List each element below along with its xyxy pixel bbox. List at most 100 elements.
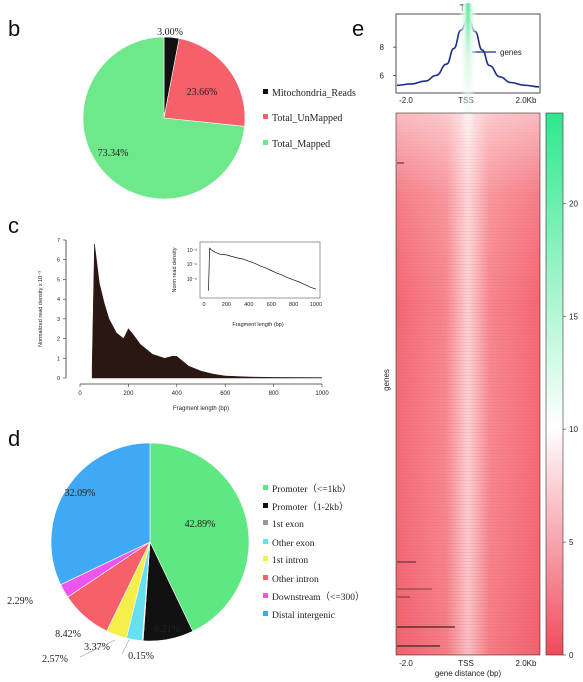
heatmap-xtick-label-1: TSS — [458, 659, 474, 668]
c-inset-ytick-2: 10⁻⁵ — [187, 277, 197, 283]
pie-chart-b: 3.00% 23.66% 73.34% — [82, 27, 246, 200]
legend-b-label-2: Total_UnMapped — [272, 113, 342, 124]
c-ylabel: Normalized read density x 10⁻³ — [38, 271, 44, 347]
e-xtick-label-0: -2.0 — [399, 96, 413, 105]
pie-d-value-label-7: 2.29% — [7, 596, 33, 607]
pie-d-value-label-3: 0.15% — [128, 651, 154, 662]
legend-d-swatch-3 — [263, 520, 268, 525]
pie-d-leader-1 — [121, 639, 130, 655]
c-xlabel: Fragment length (bp) — [173, 406, 229, 412]
density-chart-c: Fragment length (bp) Normalized read den… — [38, 238, 329, 412]
c-xtick-label-3: 600 — [220, 391, 231, 397]
c-xtick-label-4: 800 — [269, 391, 280, 397]
c-xtick-label-0: 0 — [78, 391, 82, 397]
legend-b-label-1: Mitochondria_Reads — [272, 88, 356, 99]
pie-b-value-label-3: 73.34% — [98, 148, 129, 159]
c-inset-xtick-2: 400 — [244, 302, 253, 308]
heatmap-xtick-label-0: -2.0 — [399, 659, 413, 668]
pie-d-value-label-2: 8.21% — [154, 624, 180, 635]
heatmap-ylabel: genes — [382, 369, 391, 391]
c-ytick-label-5: 5 — [57, 277, 60, 283]
legend-d-label-4: Other exon — [272, 539, 315, 549]
e-xtick-label-2: 2.0Kb — [516, 96, 537, 105]
c-inset-xtick-4: 800 — [289, 302, 298, 308]
heatmap-xticks: -2.0 TSS 2.0Kb — [399, 659, 537, 668]
panel-letter-d: d — [8, 426, 21, 451]
legend-d-label-3: 1st exon — [272, 520, 304, 530]
legend-b-swatch-1 — [263, 89, 268, 94]
c-xtick-label-1: 200 — [123, 391, 134, 397]
c-xtick-label-5: 1000 — [315, 391, 329, 397]
pie-d-value-label-5: 3.37% — [84, 642, 110, 653]
pie-b-slice-3 — [82, 36, 245, 200]
c-xtick-label-2: 400 — [172, 391, 183, 397]
heatmap-frame — [395, 112, 541, 656]
legend-d-swatch-4 — [263, 539, 268, 544]
pie-d-value-label-6: 8.42% — [55, 629, 81, 640]
c-area — [91, 243, 323, 379]
c-ytick-label-1: 1 — [57, 356, 60, 362]
c-ytick-label-0: 0 — [57, 376, 60, 382]
c-inset-xlabel: Fragment length (bp) — [232, 322, 284, 328]
pie-b-value-label-2: 23.66% — [187, 87, 218, 98]
c-inset-xtick-3: 600 — [267, 302, 276, 308]
e-legend-label: genes — [500, 48, 522, 57]
c-inset-ytick-1: 10⁻⁴ — [187, 262, 197, 268]
pie-b-value-label-1: 3.00% — [157, 27, 183, 38]
c-yticks: 0 1 2 3 4 5 6 7 — [57, 238, 66, 382]
c-inset-xtick-0: 0 — [202, 302, 205, 308]
legend-d-swatch-2 — [263, 503, 268, 508]
colorbar-tick-label-2: 10 — [569, 425, 578, 434]
c-inset: Fragment length (bp) Norm read density 0… — [172, 241, 322, 328]
colorbar-e: 0 5 10 15 20 — [545, 112, 578, 660]
c-inset-xtick-5: 1000 — [310, 302, 322, 308]
legend-d-swatch-8 — [263, 611, 268, 616]
c-ytick-label-7: 7 — [57, 238, 60, 244]
colorbar-tick-label-4: 20 — [569, 199, 578, 208]
pie-chart-d: 42.89% 8.21% 0.15% 2.57% 3.37%8.42% 2.29% 32.0… — [7, 442, 250, 665]
c-inset-xtick-1: 200 — [222, 302, 231, 308]
pie-d-value-label-1: 42.89% — [185, 519, 216, 530]
legend-b-swatch-3 — [263, 140, 268, 145]
legend-d-swatch-5 — [263, 556, 268, 561]
colorbar-ticks: 0 5 10 15 20 — [563, 199, 578, 660]
pie-d-value-label-8: 32.09% — [65, 488, 96, 499]
legend-b-swatch-2 — [263, 114, 268, 119]
colorbar-tick-label-0: 0 — [569, 651, 574, 660]
colorbar-tick-label-3: 15 — [569, 312, 578, 321]
pie-b-slice-2 — [163, 38, 246, 127]
c-inset-frame — [199, 241, 321, 299]
heatmap-xtick-label-2: 2.0Kb — [516, 659, 537, 668]
legend-b-label-3: Total_Mapped — [272, 139, 330, 150]
panel-letter-b: b — [8, 16, 21, 41]
panel-letter-e: e — [352, 16, 365, 41]
heatmap-e: genes gene distance (bp) -2.0 TSS 2.0Kb — [382, 3, 541, 678]
legend-d-swatch-7 — [263, 593, 268, 598]
legend-d-label-6: Other intron — [272, 575, 319, 585]
legend-d-label-1: Promoter（<=1kb） — [272, 483, 351, 495]
e-ytick-label-1: 8 — [380, 43, 385, 52]
c-inset-ytick-0: 10⁻² — [187, 248, 197, 254]
pie-d-slice-1 — [149, 442, 250, 632]
pie-d-leader-2 — [79, 639, 116, 658]
colorbar-tick-label-1: 5 — [569, 538, 574, 547]
c-ytick-label-4: 4 — [57, 297, 60, 303]
legend-d-label-7: Downstream（<=300） — [272, 591, 365, 603]
pie-d-slice-8 — [50, 442, 151, 586]
e-ytick-label-0: 6 — [380, 71, 385, 80]
legend-d-label-5: 1st intron — [272, 556, 308, 566]
legend-d-label-8: Distal intergenic — [272, 611, 335, 621]
c-inset-line — [208, 247, 317, 291]
c-inset-ylabel: Norm read density — [172, 247, 178, 292]
legend-b: Mitochondria_Reads Total_UnMapped Total_Ma… — [263, 88, 356, 150]
c-ytick-label-6: 6 — [57, 258, 60, 264]
c-ytick-label-3: 3 — [57, 317, 60, 323]
heatmap-xlabel: gene distance (bp) — [435, 669, 502, 678]
colorbar-gradient — [545, 112, 564, 656]
pie-d-value-label-4: 2.57% — [42, 654, 68, 665]
legend-d-swatch-1 — [263, 485, 268, 490]
c-ytick-label-2: 2 — [57, 337, 60, 343]
legend-d-swatch-6 — [263, 575, 268, 580]
legend-d-label-2: Promoter（1-2kb） — [272, 501, 349, 513]
